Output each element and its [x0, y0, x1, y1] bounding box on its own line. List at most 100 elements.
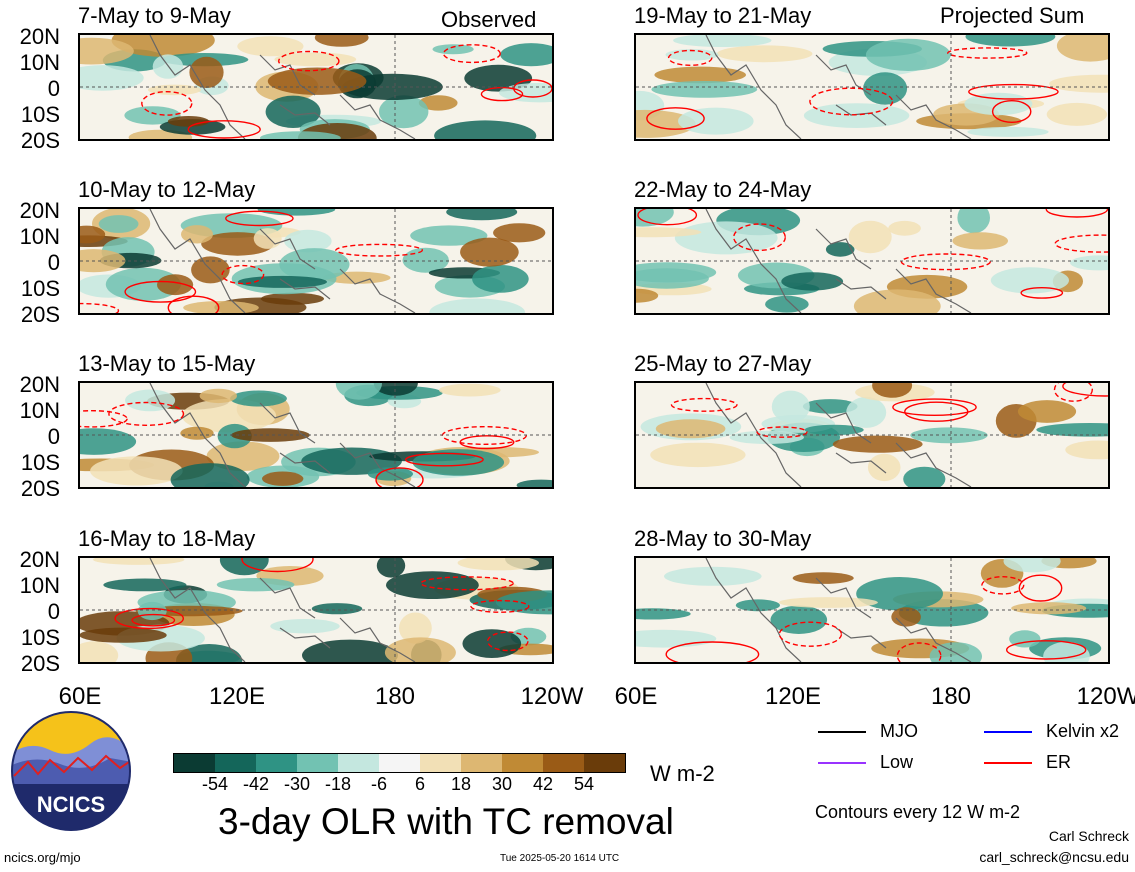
colorbar-unit: W m-2	[650, 761, 715, 786]
olr-anomaly-blob	[189, 56, 224, 88]
colorbar-swatch	[502, 754, 543, 772]
er-contour	[900, 253, 991, 271]
olr-anomaly-blob	[446, 209, 518, 221]
olr-anomaly-blob	[495, 590, 552, 615]
er-contour	[124, 280, 197, 303]
olr-anomaly-blob	[181, 225, 213, 244]
map-panel-projected-2	[634, 207, 1110, 315]
panel-title: 22-May to 24-May	[634, 177, 812, 202]
olr-anomaly-blob	[792, 572, 854, 584]
lon-tick: 180	[930, 683, 972, 710]
legend-line-mjo	[818, 731, 866, 733]
coastline	[149, 383, 416, 487]
olr-anomaly-blob	[125, 389, 176, 412]
er-contour	[809, 87, 894, 116]
olr-anomaly-blob	[124, 106, 181, 125]
olr-anomaly-blob	[80, 249, 126, 273]
er-contour	[108, 401, 185, 426]
lat-tick: 20N	[19, 547, 60, 572]
colorbar-tick-label: 6	[414, 774, 426, 794]
olr-anomaly-blob	[891, 607, 921, 627]
legend-label-kelvin: Kelvin x2	[1046, 721, 1120, 741]
map-panel-observed-3	[78, 381, 554, 489]
panel-title: 19-May to 21-May	[634, 3, 812, 28]
er-contour	[968, 83, 1059, 100]
olr-anomaly-blob	[219, 558, 269, 576]
er-contour	[1045, 209, 1108, 218]
olr-anomaly-blob	[137, 601, 167, 621]
olr-anomaly-blob	[152, 54, 184, 79]
colorbar-swatch	[379, 754, 420, 772]
ncics-logo[interactable]: NCICS	[10, 710, 132, 832]
panel-title: 25-May to 27-May	[634, 351, 812, 376]
olr-anomaly-blob	[429, 298, 526, 313]
legend-label-low: Low	[880, 752, 914, 772]
colorbar-tick-label: -54	[201, 774, 229, 794]
email[interactable]: carl_schreck@ncsu.edu	[979, 849, 1129, 865]
lat-tick: 0	[47, 250, 60, 275]
olr-anomaly-blob	[270, 619, 340, 634]
website-link[interactable]: ncics.org/mjo	[4, 850, 81, 865]
olr-anomaly-blob	[80, 37, 134, 65]
olr-anomaly-blob	[432, 44, 474, 55]
coastline	[149, 209, 416, 313]
olr-anomaly-blob	[111, 35, 215, 57]
er-contour	[480, 86, 524, 102]
olr-anomaly-blob	[147, 84, 202, 96]
olr-anomaly-blob	[183, 301, 259, 313]
olr-anomaly-blob	[650, 442, 746, 468]
lat-tick: 20N	[19, 24, 60, 49]
er-contour	[375, 467, 424, 487]
olr-anomaly-blob	[848, 220, 892, 254]
panel-title: 7-May to 9-May	[78, 3, 231, 28]
olr-anomaly-blob	[957, 209, 990, 234]
lat-tick: 10N	[19, 224, 60, 249]
olr-anomaly-blob	[180, 426, 214, 440]
author: Carl Schreck	[1048, 828, 1129, 844]
olr-anomaly-blob	[260, 292, 324, 305]
lon-tick: 60E	[614, 683, 658, 710]
olr-anomaly-blob	[410, 225, 488, 246]
map-panel-observed-2	[78, 207, 554, 315]
map-panel-observed-4	[78, 556, 554, 664]
olr-anomaly-blob	[230, 390, 287, 407]
olr-anomaly-blob	[216, 578, 295, 592]
olr-anomaly-blob	[825, 242, 855, 257]
olr-anomaly-blob	[472, 265, 529, 293]
er-contour	[221, 264, 265, 285]
olr-anomaly-blob	[856, 577, 943, 611]
er-contour	[80, 302, 120, 313]
olr-anomaly-blob	[167, 116, 210, 127]
olr-anomaly-blob	[1049, 74, 1108, 93]
olr-anomaly-blob	[863, 72, 908, 105]
olr-anomaly-blob	[93, 558, 185, 565]
olr-anomaly-blob	[929, 642, 982, 662]
panel-title: 13-May to 15-May	[78, 351, 256, 376]
olr-anomaly-blob	[654, 66, 746, 84]
colorbar-swatch	[297, 754, 338, 772]
olr-anomaly-blob	[1046, 102, 1108, 126]
er-contour	[225, 210, 294, 227]
map-panel-projected-4	[634, 556, 1110, 664]
olr-anomaly-blob	[170, 463, 250, 487]
colorbar-swatch	[215, 754, 256, 772]
olr-anomaly-blob	[418, 95, 458, 111]
olr-anomaly-blob	[803, 103, 910, 128]
olr-anomaly-blob	[237, 36, 304, 57]
olr-anomaly-blob	[237, 275, 327, 288]
colorbar-swatch	[584, 754, 625, 772]
olr-anomaly-blob	[493, 223, 546, 243]
legend-line-low	[818, 762, 866, 764]
er-contour	[131, 613, 176, 627]
main-title: 3-day OLR with TC removal	[218, 801, 674, 842]
lat-tick: 20S	[20, 128, 60, 153]
colorbar	[173, 753, 626, 773]
olr-anomaly-blob	[903, 466, 946, 487]
er-contour	[1018, 574, 1063, 602]
olr-anomaly-blob	[965, 35, 1056, 47]
olr-anomaly-blob	[778, 597, 878, 608]
olr-anomaly-blob	[1070, 255, 1108, 271]
lat-tick: 10N	[19, 398, 60, 423]
olr-anomaly-blob	[729, 430, 804, 444]
olr-anomaly-blob	[80, 627, 167, 643]
